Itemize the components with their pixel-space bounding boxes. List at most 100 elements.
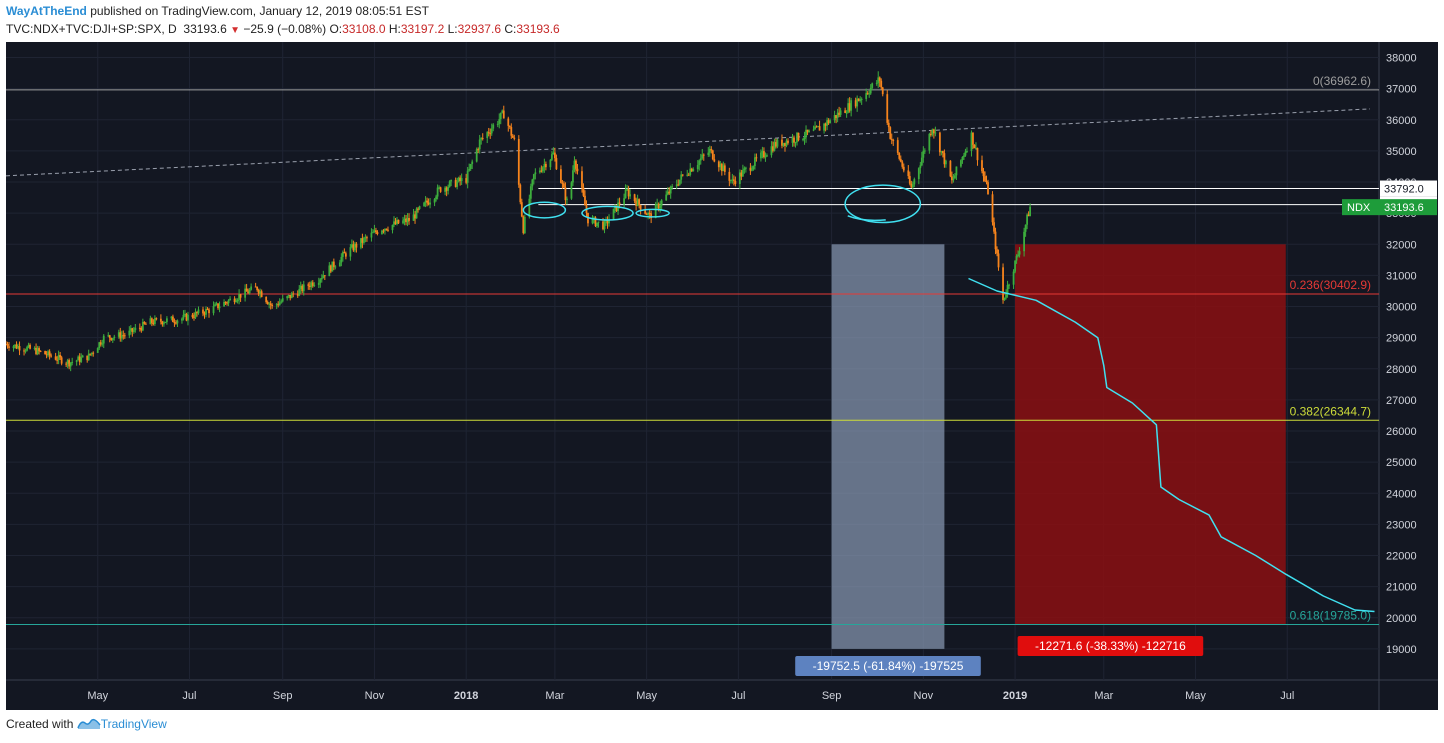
candle-body (90, 352, 93, 355)
candle-body (949, 160, 952, 177)
candle-body (856, 98, 859, 107)
time-tick-label: Nov (365, 690, 385, 702)
candle-body (328, 265, 331, 277)
candle-body (555, 158, 558, 170)
candle-body (214, 304, 216, 307)
candle-body (603, 221, 606, 230)
last-price: 33193.6 (183, 22, 227, 36)
candle-body (907, 170, 910, 177)
candle-body (772, 146, 774, 151)
candle-body (976, 147, 979, 161)
candle-body (761, 151, 764, 153)
candle-body (1014, 260, 1016, 272)
candle-body (417, 208, 419, 210)
candle-body (185, 313, 188, 321)
candle-body (487, 132, 490, 134)
candle-body (69, 362, 72, 367)
symbol-info-bar: TVC:NDX+TVC:DJI+SP:SPX, D 33193.6 ▼ −25.… (6, 22, 560, 36)
candle-body (669, 186, 672, 194)
author-link[interactable]: WayAtTheEnd (6, 4, 87, 18)
time-axis: May Jul Sep Nov 2018 Mar May Jul Sep Nov 2019 Mar Ma… (87, 690, 1294, 702)
candle-body (529, 186, 532, 199)
candle-body (534, 172, 537, 175)
candle-body (469, 164, 472, 169)
candle-body (689, 168, 692, 175)
candle-body (612, 208, 615, 220)
candle-body (940, 151, 943, 153)
candle-body (101, 343, 104, 345)
trendline-dashed (6, 108, 1371, 177)
candle-body (638, 199, 641, 205)
candle-body (975, 147, 977, 149)
candle-body (164, 321, 167, 323)
candle-body (329, 265, 332, 272)
candle-body (257, 290, 260, 294)
candle-body (128, 330, 131, 336)
candle-body (203, 313, 206, 315)
candle-body (341, 252, 344, 257)
candle-body (919, 165, 922, 169)
symbol-name: TVC:NDX+TVC:DJI+SP:SPX, D (6, 22, 177, 36)
candle-body (808, 130, 810, 133)
candle-body (375, 230, 377, 233)
candle-body (732, 179, 735, 181)
tradingview-brand[interactable]: TradingView (100, 717, 167, 731)
candle-body (877, 77, 880, 83)
candle-body (814, 126, 816, 130)
candle-body (575, 160, 577, 169)
candle-body (560, 169, 562, 183)
price-tick-label: 38000 (1386, 53, 1417, 65)
candle-body (57, 355, 60, 361)
candle-body (436, 187, 439, 197)
candle-body (143, 321, 146, 324)
candle-body (889, 127, 892, 139)
candle-body (391, 224, 394, 231)
price-tick-label: 26000 (1386, 426, 1417, 438)
candle-body (108, 335, 111, 338)
candle-body (991, 194, 994, 223)
candle-body (489, 133, 492, 135)
candle-body (659, 205, 662, 209)
candle-body (829, 120, 832, 124)
candle-body (18, 346, 21, 351)
candle-body (522, 216, 525, 234)
candle-body (173, 322, 176, 324)
candle-body (235, 301, 237, 303)
candle-body (973, 144, 976, 148)
candle-body (313, 284, 316, 286)
candle-body (955, 166, 958, 176)
candle-body (650, 213, 653, 219)
price-tick-label: 25000 (1386, 457, 1417, 469)
candle-body (791, 137, 794, 143)
candle-body (280, 301, 283, 303)
candle-body (561, 182, 564, 184)
fib-level-label: 0(36962.6) (1313, 74, 1371, 88)
price-tick-label: 31000 (1386, 270, 1417, 282)
candle-body (376, 232, 379, 234)
candle-body (892, 139, 895, 141)
candle-body (408, 218, 410, 221)
candle-body (184, 313, 186, 315)
candle-body (941, 151, 944, 154)
candle-body (54, 356, 57, 360)
candle-body (141, 321, 144, 331)
candle-body (120, 335, 123, 339)
candle-body (236, 299, 239, 302)
candle-body (723, 165, 726, 172)
candle-body (665, 194, 668, 201)
candle-body (1027, 214, 1030, 217)
candle-body (490, 128, 493, 134)
candle-body (248, 289, 251, 294)
candle-body (406, 218, 409, 223)
candle-body (880, 80, 883, 88)
candle-body (531, 179, 534, 187)
candle-body (498, 119, 501, 124)
candle-body (166, 318, 168, 322)
candle-body (508, 125, 511, 128)
candle-body (286, 296, 289, 299)
candle-body (760, 152, 762, 159)
candle-body (896, 140, 899, 153)
price-chart[interactable]: 0(36962.6) 0.236(30402.9) 0.382(26344.7) 0.… (6, 42, 1438, 710)
candle-body (332, 261, 335, 267)
candle-body (878, 77, 881, 81)
